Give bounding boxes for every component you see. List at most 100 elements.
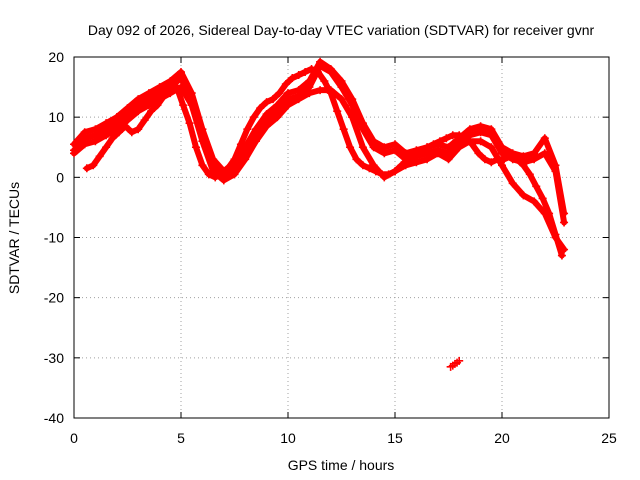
data-point [305, 89, 314, 98]
data-point [403, 155, 412, 164]
data-point [480, 155, 489, 164]
data-point [219, 176, 228, 185]
data-point [540, 134, 549, 143]
data-point [551, 161, 560, 170]
data-point [397, 161, 406, 170]
data-point [410, 152, 419, 161]
data-point [326, 89, 335, 98]
data-point [540, 149, 549, 158]
data-point [89, 161, 98, 170]
data-point [401, 149, 410, 158]
data-point [380, 143, 389, 152]
data-point [519, 152, 528, 161]
x-tick-label: 0 [70, 430, 78, 446]
data-point [348, 95, 357, 104]
data-point [179, 101, 188, 110]
grid [74, 57, 609, 418]
data-point [102, 119, 111, 128]
data-point [545, 209, 554, 218]
data-point [198, 161, 207, 170]
data-point [316, 86, 325, 95]
data-point [487, 125, 496, 134]
data-point [455, 143, 464, 152]
y-tick-label: -30 [44, 350, 64, 366]
y-axis-label: SDTVAR / TECUs [6, 182, 22, 294]
data-point [241, 155, 250, 164]
outlier-point [455, 356, 464, 365]
y-tick-label: 20 [48, 49, 64, 65]
data-point [204, 170, 213, 179]
data-point [187, 101, 196, 110]
data-point [371, 167, 380, 176]
data-point [121, 122, 130, 131]
x-tick-label: 25 [601, 430, 617, 446]
data-point [140, 116, 149, 125]
data-point [444, 155, 453, 164]
data-point [301, 68, 310, 77]
data-point [530, 149, 539, 158]
data-point [519, 161, 528, 170]
data-point [284, 101, 292, 110]
data-point [532, 182, 541, 191]
data-point [412, 158, 421, 167]
data-point [352, 155, 361, 164]
data-point [365, 164, 374, 173]
data-point [134, 107, 143, 116]
data-point [313, 68, 322, 77]
data-point [198, 137, 207, 146]
data-point [339, 125, 348, 134]
data-point [185, 119, 194, 128]
data-point [127, 128, 136, 137]
data-point [442, 134, 451, 143]
data-point [423, 155, 432, 164]
data-point [102, 131, 111, 140]
data-point [320, 77, 329, 86]
data-point [294, 86, 303, 95]
data-point [102, 143, 111, 152]
data-point [273, 101, 282, 110]
data-point [476, 122, 485, 131]
data-point [243, 125, 252, 134]
data-point [249, 113, 258, 122]
data-point [316, 57, 325, 66]
data-point [465, 125, 474, 134]
y-tick-label: -40 [44, 410, 64, 426]
x-tick-label: 20 [494, 430, 510, 446]
data-point [358, 161, 367, 170]
x-tick-label: 15 [387, 430, 403, 446]
y-tick-label: -20 [44, 290, 64, 306]
data-point [498, 143, 506, 152]
x-axis-label: GPS time / hours [288, 457, 395, 473]
x-tick-label: 5 [177, 430, 185, 446]
data-point [91, 125, 100, 134]
data-point [114, 128, 123, 137]
data-point [153, 101, 162, 110]
data-point [155, 83, 164, 92]
data-point [284, 89, 292, 98]
data-point [346, 143, 355, 152]
data-point [538, 194, 547, 203]
data-point [262, 98, 271, 107]
data-point [108, 134, 117, 143]
data-point [435, 137, 444, 146]
data-point [80, 128, 89, 137]
data-point [273, 113, 282, 122]
data-point [294, 95, 303, 104]
data-point [251, 137, 260, 146]
data-point [230, 170, 239, 179]
data-point [172, 83, 181, 92]
data-point [224, 164, 233, 173]
data-point [474, 149, 483, 158]
data-point [416, 146, 425, 155]
data-point [369, 137, 378, 146]
data-point [508, 179, 517, 188]
data-point [159, 92, 168, 101]
data-point [187, 89, 196, 98]
data-point [557, 251, 566, 260]
data-point [455, 131, 464, 140]
y-tick-label: -10 [44, 230, 64, 246]
y-tick-label: 0 [56, 169, 64, 185]
y-tick-label: 10 [48, 109, 64, 125]
data-point [80, 140, 89, 149]
data-point [70, 140, 78, 149]
